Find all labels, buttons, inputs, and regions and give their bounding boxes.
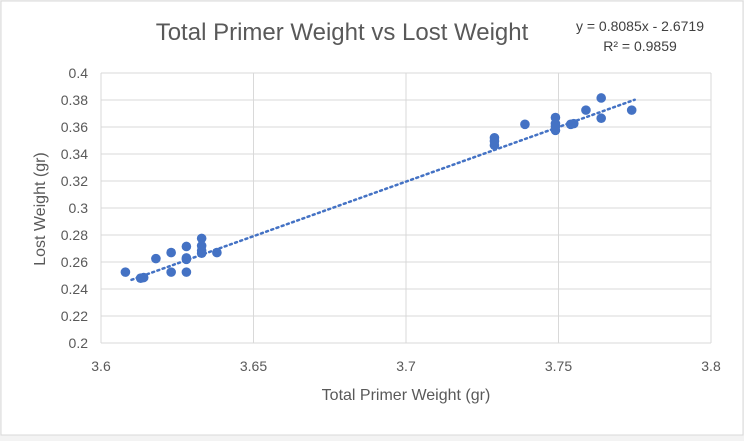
data-point: [568, 118, 579, 129]
x-axis-label: Total Primer Weight (gr): [322, 387, 491, 404]
x-tick-label: 3.75: [545, 358, 572, 374]
trendline-r2: R² = 0.9859: [603, 38, 677, 54]
y-tick-label: 0.32: [61, 173, 88, 189]
data-point: [596, 113, 606, 124]
chart-title: Total Primer Weight vs Lost Weight: [156, 19, 529, 46]
y-tick-label: 0.3: [69, 200, 89, 216]
data-point: [196, 233, 207, 244]
data-point: [489, 133, 500, 143]
y-axis-label: Lost Weight (gr): [32, 152, 49, 266]
data-point: [166, 267, 176, 277]
y-tick-label: 0.36: [61, 119, 88, 135]
y-tick-label: 0.26: [61, 254, 88, 270]
data-point: [181, 241, 192, 252]
data-point: [151, 253, 161, 264]
data-point: [181, 267, 192, 277]
data-point: [196, 241, 207, 251]
x-tick-label: 3.6: [91, 358, 111, 374]
y-gridlines: [101, 72, 711, 344]
y-tick-label: 0.28: [61, 227, 88, 243]
y-tick-label: 0.34: [61, 146, 88, 162]
data-points: [120, 93, 637, 284]
data-point: [581, 105, 591, 115]
data-point: [212, 247, 222, 258]
x-tick-label: 3.8: [701, 358, 721, 374]
x-tick-labels: 3.6 3.65 3.7 3.75 3.8: [91, 358, 721, 374]
y-tick-label: 0.2: [69, 335, 89, 351]
y-tick-label: 0.4: [69, 65, 89, 81]
data-point: [181, 253, 192, 263]
y-tick-label: 0.38: [61, 92, 88, 108]
x-tick-label: 3.65: [240, 358, 267, 374]
data-point: [550, 112, 561, 123]
data-point: [626, 105, 637, 115]
data-point: [596, 93, 606, 103]
data-point: [166, 247, 176, 258]
trendline-equation: y = 0.8085x - 2.6719: [576, 18, 704, 34]
y-tick-labels: 0.2 0.22 0.24 0.26 0.28 0.3 0.32 0.34 0.36 0.38 0.…: [61, 65, 88, 351]
data-point: [520, 119, 530, 130]
x-tick-label: 3.7: [396, 358, 416, 374]
data-point: [120, 267, 131, 277]
y-tick-label: 0.22: [61, 308, 88, 324]
data-point: [138, 272, 149, 283]
y-tick-label: 0.24: [61, 281, 88, 297]
